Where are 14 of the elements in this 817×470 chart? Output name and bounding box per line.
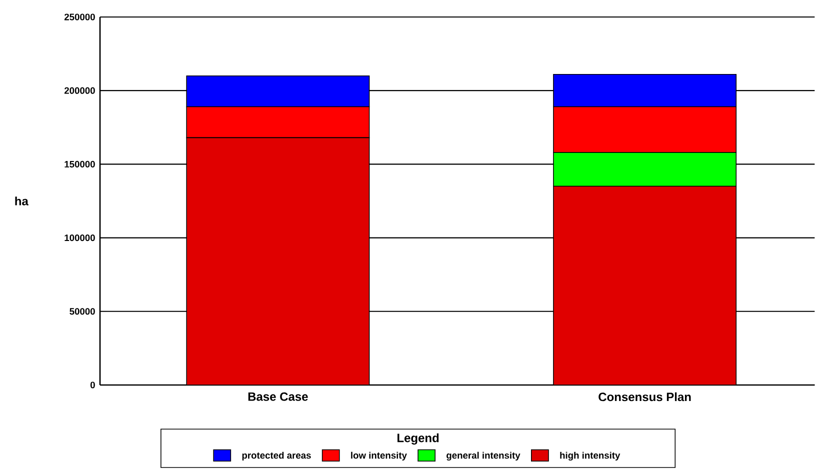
y-tick-label: 250000 bbox=[64, 14, 95, 20]
y-tick-label: 100000 bbox=[64, 234, 95, 242]
legend-label: high intensity bbox=[560, 452, 620, 461]
y-tick-label: 50000 bbox=[70, 308, 95, 315]
y-tick-label: 0 bbox=[90, 382, 95, 388]
y-axis-title: ha bbox=[15, 196, 28, 206]
y-tick-label: 200000 bbox=[64, 87, 95, 94]
legend-label: protected areas bbox=[242, 452, 311, 461]
legend-label: general intensity bbox=[446, 452, 520, 461]
y-tick-label: 150000 bbox=[64, 160, 95, 168]
legend-label: low intensity bbox=[351, 452, 407, 461]
x-tick-label: Consensus Plan bbox=[598, 392, 691, 402]
x-tick-label: Base Case bbox=[248, 392, 308, 401]
legend-title: Legend bbox=[398, 433, 439, 445]
